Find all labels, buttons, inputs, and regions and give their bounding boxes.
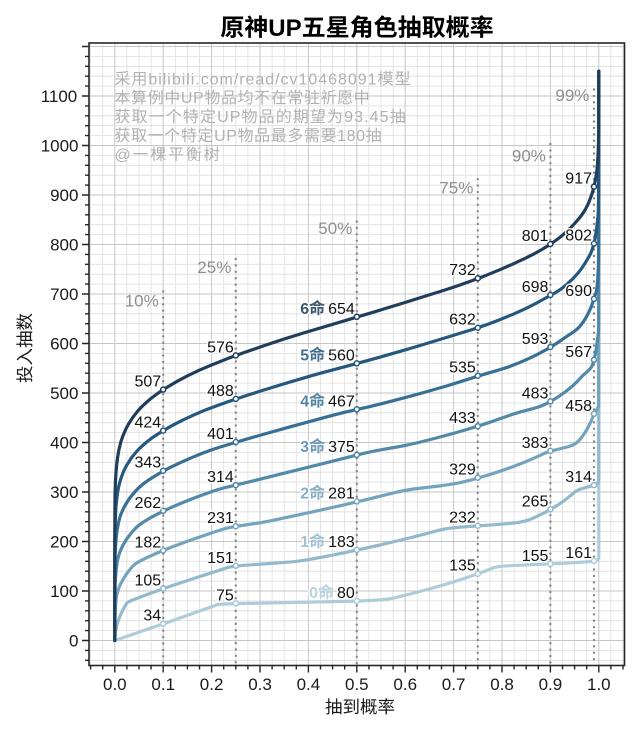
svg-text:93.45: 93.45 [344,109,390,126]
svg-text:50%: 50% [318,219,352,238]
svg-text:135: 135 [449,558,476,575]
svg-text:0.5: 0.5 [345,675,369,694]
svg-text:180: 180 [337,128,366,145]
svg-text:75%: 75% [439,179,473,198]
svg-text:5: 5 [300,347,309,364]
svg-text:900: 900 [50,186,78,205]
svg-text:0.6: 0.6 [393,675,417,694]
svg-text:3: 3 [300,439,309,456]
svg-text:300: 300 [50,483,78,502]
svg-text:155: 155 [522,548,549,565]
svg-text:bilibili.com/read/cv10468091: bilibili.com/read/cv10468091 [148,71,377,88]
svg-text:1: 1 [300,534,309,551]
svg-text:0: 0 [69,632,78,651]
svg-text:0.7: 0.7 [442,675,466,694]
svg-text:105: 105 [135,573,162,590]
svg-text:576: 576 [207,339,234,356]
svg-text:632: 632 [449,312,476,329]
svg-text:732: 732 [449,262,476,279]
svg-text:567: 567 [565,344,592,361]
svg-text:100: 100 [50,582,78,601]
svg-text:265: 265 [522,493,549,510]
svg-text:483: 483 [522,385,549,402]
svg-text:0: 0 [309,585,318,602]
svg-text:375: 375 [328,439,355,456]
svg-text:329: 329 [449,462,476,479]
svg-text:383: 383 [522,435,549,452]
svg-text:600: 600 [50,335,78,354]
svg-text:401: 401 [207,426,234,443]
svg-text:343: 343 [135,455,162,472]
svg-text:0.4: 0.4 [297,675,321,694]
svg-text:151: 151 [207,550,234,567]
svg-text:802: 802 [565,228,592,245]
svg-text:34: 34 [143,608,161,625]
svg-text:0.2: 0.2 [200,675,224,694]
svg-text:0.9: 0.9 [539,675,563,694]
svg-text:UP: UP [217,109,241,126]
svg-text:400: 400 [50,434,78,453]
svg-text:0.0: 0.0 [103,675,127,694]
svg-text:507: 507 [135,374,162,391]
svg-text:458: 458 [565,398,592,415]
svg-text:75: 75 [216,587,234,604]
svg-text:654: 654 [328,301,355,318]
svg-text:@: @ [115,147,133,164]
svg-text:801: 801 [522,228,549,245]
svg-text:6: 6 [300,301,309,318]
svg-text:25%: 25% [197,258,231,277]
svg-text:161: 161 [565,545,592,562]
svg-text:10%: 10% [125,292,159,311]
svg-text:700: 700 [50,285,78,304]
svg-text:488: 488 [207,383,234,400]
svg-text:314: 314 [207,469,234,486]
svg-text:1000: 1000 [41,137,79,156]
svg-text:232: 232 [449,510,476,527]
svg-text:90%: 90% [512,147,546,166]
svg-text:593: 593 [522,331,549,348]
svg-text:535: 535 [449,360,476,377]
svg-text:183: 183 [328,534,355,551]
svg-text:262: 262 [135,495,162,512]
svg-text:80: 80 [337,585,355,602]
svg-text:917: 917 [565,171,592,188]
svg-text:560: 560 [328,347,355,364]
svg-text:690: 690 [565,283,592,300]
svg-text:182: 182 [135,534,162,551]
svg-text:0.3: 0.3 [248,675,272,694]
svg-text:424: 424 [135,415,162,432]
svg-text:800: 800 [50,236,78,255]
svg-text:2: 2 [300,485,309,502]
svg-text:500: 500 [50,384,78,403]
svg-text:UP: UP [268,15,301,42]
svg-text:231: 231 [207,510,234,527]
svg-text:698: 698 [522,279,549,296]
svg-text:99%: 99% [555,86,589,105]
svg-text:314: 314 [565,469,592,486]
svg-text:281: 281 [328,485,355,502]
svg-text:4: 4 [300,393,309,410]
svg-text:0.8: 0.8 [490,675,514,694]
svg-text:467: 467 [328,393,355,410]
svg-text:433: 433 [449,410,476,427]
svg-text:UP: UP [214,128,237,145]
svg-text:UP: UP [181,90,204,107]
svg-text:1.0: 1.0 [587,675,611,694]
svg-text:0.1: 0.1 [151,675,175,694]
svg-text:200: 200 [50,533,78,552]
svg-text:1100: 1100 [41,87,78,106]
